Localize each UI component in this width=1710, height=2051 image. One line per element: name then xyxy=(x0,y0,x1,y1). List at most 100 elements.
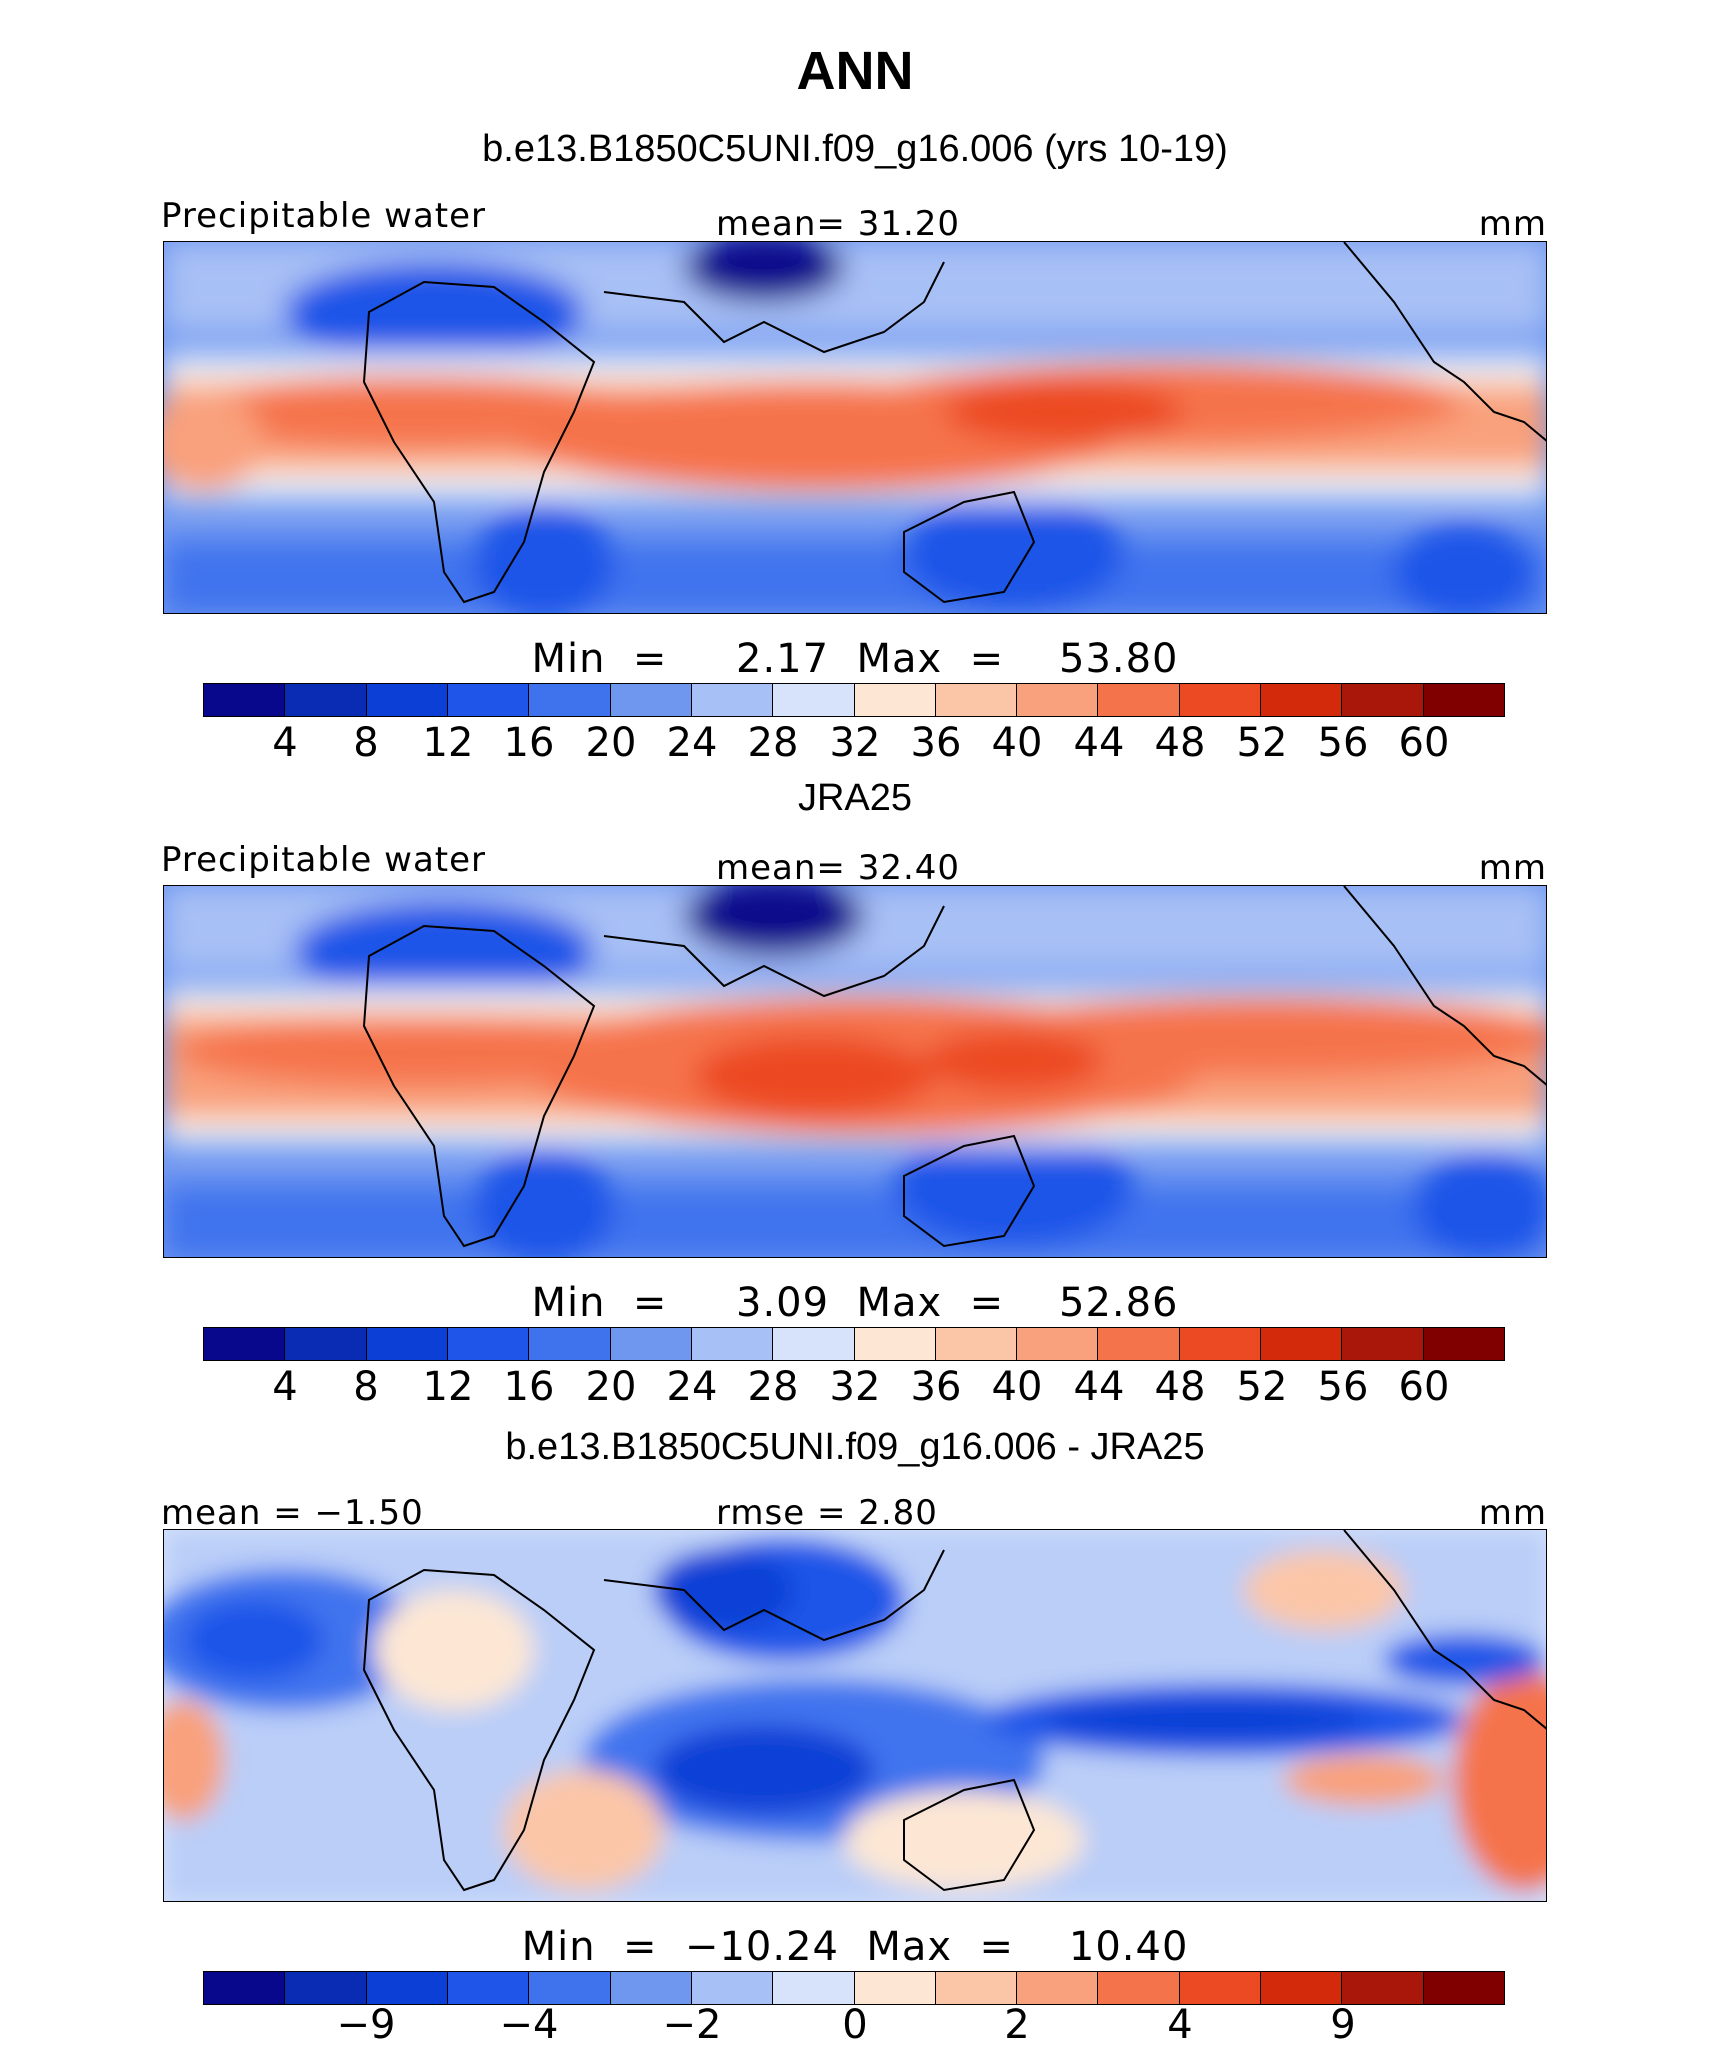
colorbar-tick: 40 xyxy=(991,720,1043,766)
colorbar-tick: 28 xyxy=(747,720,799,766)
colorbar-tick: 4 xyxy=(272,1364,298,1410)
colorbar-swatch xyxy=(204,1972,286,2004)
colorbar-swatch xyxy=(773,1972,855,2004)
panel-1-title: b.e13.B1850C5UNI.f09_g16.006 (yrs 10-19) xyxy=(482,128,1228,170)
panel-2-mean-label: mean= 32.40 xyxy=(716,848,961,888)
colorbar-tick: 12 xyxy=(422,1364,474,1410)
panel-1-tick-labels: 4 8 12 16 20 24 28 32 36 40 44 48 52 56 … xyxy=(0,720,1710,770)
colorbar-tick: 48 xyxy=(1154,1364,1206,1410)
colorbar-swatch xyxy=(1179,1328,1262,1360)
panel-1-mean-label: mean= 31.20 xyxy=(716,204,961,244)
colorbar-swatch xyxy=(366,1972,448,2004)
colorbar-tick: 2 xyxy=(1004,2002,1030,2048)
colorbar-tick: 56 xyxy=(1317,720,1369,766)
colorbar-swatch xyxy=(1342,1972,1424,2004)
colorbar-tick: 60 xyxy=(1398,1364,1450,1410)
panel-1-coastlines xyxy=(362,242,1546,604)
colorbar-swatch xyxy=(1261,1972,1343,2004)
colorbar-swatch xyxy=(854,1328,936,1360)
colorbar-tick: −2 xyxy=(662,2002,722,2048)
colorbar-tick: 52 xyxy=(1236,1364,1288,1410)
colorbar-tick: 16 xyxy=(503,720,555,766)
colorbar-swatch xyxy=(285,1972,367,2004)
panel-1-minmax: Min = 2.17 Max = 53.80 xyxy=(531,636,1179,682)
panel-3-tick-labels: −9 −4 −2 0 2 4 9 xyxy=(0,2002,1710,2051)
main-title: ANN xyxy=(796,41,914,101)
colorbar-tick: 36 xyxy=(910,720,962,766)
colorbar-swatch xyxy=(1098,1328,1180,1360)
colorbar-swatch xyxy=(1098,1972,1180,2004)
colorbar-tick: −9 xyxy=(336,2002,396,2048)
panel-3-contour-field xyxy=(164,1530,1546,1901)
colorbar-tick: 4 xyxy=(272,720,298,766)
colorbar-swatch xyxy=(447,1972,530,2004)
panel-3-units-label: mm xyxy=(1478,1493,1547,1533)
panel-3-title: b.e13.B1850C5UNI.f09_g16.006 - JRA25 xyxy=(505,1426,1205,1468)
colorbar-swatch xyxy=(1098,684,1180,716)
colorbar-swatch xyxy=(204,684,286,716)
colorbar-swatch xyxy=(1261,1328,1343,1360)
colorbar-swatch xyxy=(691,684,774,716)
colorbar-tick: 24 xyxy=(666,1364,718,1410)
colorbar-tick: 20 xyxy=(585,1364,637,1410)
colorbar-swatch xyxy=(529,1972,611,2004)
panel-3-map xyxy=(163,1529,1547,1902)
panel-3-coastlines xyxy=(362,1530,1546,1892)
colorbar-swatch xyxy=(1017,684,1099,716)
panel-3-minmax: Min = −10.24 Max = 10.40 xyxy=(521,1924,1189,1970)
colorbar-tick: 44 xyxy=(1073,1364,1125,1410)
colorbar-tick: −4 xyxy=(499,2002,559,2048)
colorbar-swatch xyxy=(854,1972,936,2004)
panel-2-map xyxy=(163,885,1547,1258)
colorbar-swatch xyxy=(447,1328,530,1360)
colorbar-swatch xyxy=(691,1328,774,1360)
panel-3-mean-label: mean = −1.50 xyxy=(161,1493,424,1533)
colorbar-swatch xyxy=(1342,1328,1424,1360)
colorbar-tick: 32 xyxy=(829,1364,881,1410)
colorbar-tick: 20 xyxy=(585,720,637,766)
colorbar-swatch xyxy=(1423,684,1504,716)
colorbar-swatch xyxy=(447,684,530,716)
colorbar-tick: 9 xyxy=(1330,2002,1356,2048)
panel-1-map xyxy=(163,241,1547,614)
colorbar-tick: 8 xyxy=(353,1364,379,1410)
panel-2-units-label: mm xyxy=(1478,848,1547,888)
colorbar-swatch xyxy=(529,1328,611,1360)
colorbar-tick: 8 xyxy=(353,720,379,766)
colorbar-tick: 56 xyxy=(1317,1364,1369,1410)
colorbar-swatch xyxy=(1423,1972,1504,2004)
colorbar-swatch xyxy=(854,684,936,716)
panel-2-contour-field xyxy=(164,886,1546,1257)
panel-2-title: JRA25 xyxy=(797,777,913,819)
panel-1-colorbar xyxy=(203,683,1505,717)
panel-2-minmax: Min = 3.09 Max = 52.86 xyxy=(531,1280,1179,1326)
colorbar-swatch xyxy=(366,684,448,716)
colorbar-tick: 4 xyxy=(1167,2002,1193,2048)
panel-3-colorbar xyxy=(203,1971,1505,2005)
colorbar-swatch xyxy=(1017,1328,1099,1360)
colorbar-tick: 44 xyxy=(1073,720,1125,766)
colorbar-tick: 40 xyxy=(991,1364,1043,1410)
panel-1-contour-field xyxy=(164,242,1546,613)
panel-1-units-label: mm xyxy=(1478,204,1547,244)
colorbar-swatch xyxy=(1342,684,1424,716)
panel-1-variable-label: Precipitable water xyxy=(161,196,487,236)
panel-2-coastlines xyxy=(362,886,1546,1248)
panel-2-colorbar xyxy=(203,1327,1505,1361)
colorbar-swatch xyxy=(1423,1328,1504,1360)
colorbar-swatch xyxy=(773,1328,855,1360)
colorbar-swatch xyxy=(935,684,1018,716)
panel-3-rmse-label: rmse = 2.80 xyxy=(716,1493,938,1533)
colorbar-swatch xyxy=(529,684,611,716)
colorbar-swatch xyxy=(935,1972,1018,2004)
colorbar-swatch xyxy=(935,1328,1018,1360)
colorbar-swatch xyxy=(610,684,692,716)
colorbar-tick: 32 xyxy=(829,720,881,766)
colorbar-tick: 24 xyxy=(666,720,718,766)
colorbar-swatch xyxy=(1017,1972,1099,2004)
colorbar-swatch xyxy=(1179,684,1262,716)
colorbar-tick: 36 xyxy=(910,1364,962,1410)
colorbar-tick: 0 xyxy=(842,2002,868,2048)
colorbar-swatch xyxy=(285,684,367,716)
colorbar-swatch xyxy=(366,1328,448,1360)
